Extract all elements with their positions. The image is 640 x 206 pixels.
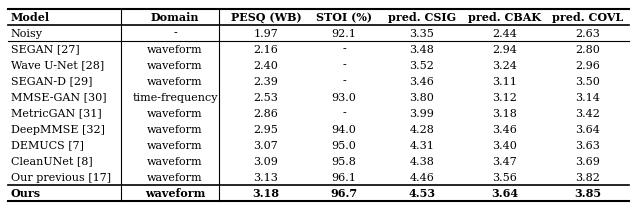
Text: 3.80: 3.80 [410,92,435,102]
Text: 3.42: 3.42 [575,108,600,118]
Text: DeepMMSE [32]: DeepMMSE [32] [11,124,105,134]
Text: pred. CBAK: pred. CBAK [468,12,541,23]
Text: pred. CSIG: pred. CSIG [388,12,456,23]
Text: 3.63: 3.63 [575,140,600,150]
Text: waveform: waveform [147,108,203,118]
Text: 3.13: 3.13 [253,172,278,182]
Text: 3.18: 3.18 [252,187,279,198]
Text: -: - [342,44,346,54]
Text: -: - [342,108,346,118]
Text: waveform: waveform [145,187,205,198]
Text: 4.28: 4.28 [410,124,435,134]
Text: 3.09: 3.09 [253,156,278,166]
Text: 2.63: 2.63 [575,28,600,38]
Text: 96.7: 96.7 [330,187,358,198]
Text: waveform: waveform [147,44,203,54]
Text: 3.85: 3.85 [574,187,601,198]
Text: 3.35: 3.35 [410,28,435,38]
Text: 3.50: 3.50 [575,76,600,86]
Text: -: - [173,28,177,38]
Text: 92.1: 92.1 [332,28,356,38]
Text: 93.0: 93.0 [332,92,356,102]
Text: DEMUCS [7]: DEMUCS [7] [11,140,84,150]
Text: 3.47: 3.47 [492,156,517,166]
Text: Model: Model [11,12,50,23]
Text: 3.24: 3.24 [492,60,517,70]
Text: SEGAN-D [29]: SEGAN-D [29] [11,76,92,86]
Text: 3.69: 3.69 [575,156,600,166]
Text: waveform: waveform [147,124,203,134]
Text: Wave U-Net [28]: Wave U-Net [28] [11,60,104,70]
Text: SEGAN [27]: SEGAN [27] [11,44,80,54]
Text: -: - [342,60,346,70]
Text: 2.16: 2.16 [253,44,278,54]
Text: 3.40: 3.40 [492,140,517,150]
Text: waveform: waveform [147,140,203,150]
Text: Domain: Domain [151,12,199,23]
Text: 3.07: 3.07 [253,140,278,150]
Text: 2.80: 2.80 [575,44,600,54]
Text: MMSE-GAN [30]: MMSE-GAN [30] [11,92,107,102]
Text: waveform: waveform [147,76,203,86]
Text: 2.94: 2.94 [492,44,517,54]
Text: 3.14: 3.14 [575,92,600,102]
Text: 3.18: 3.18 [492,108,517,118]
Text: 4.46: 4.46 [410,172,435,182]
Text: PESQ (WB): PESQ (WB) [230,12,301,23]
Text: 3.64: 3.64 [492,187,518,198]
Text: 96.1: 96.1 [332,172,356,182]
Text: time-frequency: time-frequency [132,92,218,102]
Text: 94.0: 94.0 [332,124,356,134]
Text: 3.46: 3.46 [492,124,517,134]
Text: 3.82: 3.82 [575,172,600,182]
Text: waveform: waveform [147,172,203,182]
Text: 4.53: 4.53 [408,187,435,198]
Text: waveform: waveform [147,60,203,70]
Text: 3.12: 3.12 [492,92,517,102]
Text: 3.64: 3.64 [575,124,600,134]
Text: -: - [342,76,346,86]
Text: 2.95: 2.95 [253,124,278,134]
Text: STOI (%): STOI (%) [316,12,372,23]
Text: 2.39: 2.39 [253,76,278,86]
Text: Ours: Ours [11,187,41,198]
Text: 95.8: 95.8 [332,156,356,166]
Text: waveform: waveform [147,156,203,166]
Text: 95.0: 95.0 [332,140,356,150]
Text: 2.40: 2.40 [253,60,278,70]
Text: 2.53: 2.53 [253,92,278,102]
Text: Noisy: Noisy [11,28,43,38]
Text: pred. COVL: pred. COVL [552,12,623,23]
Text: 2.86: 2.86 [253,108,278,118]
Text: Our previous [17]: Our previous [17] [11,172,111,182]
Text: MetricGAN [31]: MetricGAN [31] [11,108,102,118]
Text: 3.11: 3.11 [492,76,517,86]
Text: 1.97: 1.97 [253,28,278,38]
Text: 2.96: 2.96 [575,60,600,70]
Text: 4.31: 4.31 [410,140,435,150]
Text: 3.52: 3.52 [410,60,435,70]
Text: 3.46: 3.46 [410,76,435,86]
Text: 3.99: 3.99 [410,108,435,118]
Text: 2.44: 2.44 [492,28,517,38]
Text: 3.56: 3.56 [492,172,517,182]
Text: 3.48: 3.48 [410,44,435,54]
Text: 4.38: 4.38 [410,156,435,166]
Text: CleanUNet [8]: CleanUNet [8] [11,156,93,166]
